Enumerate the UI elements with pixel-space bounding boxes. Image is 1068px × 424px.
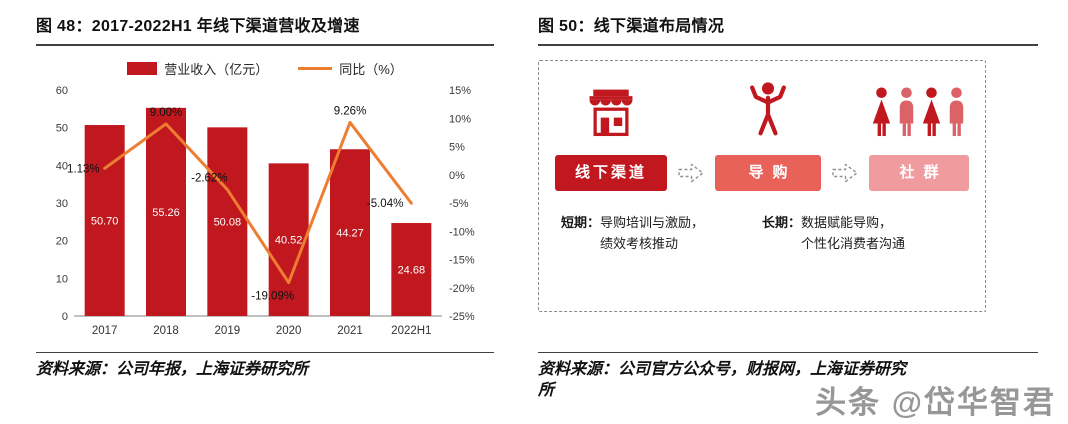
source-divider-left: [36, 352, 494, 353]
svg-text:2021: 2021: [337, 325, 363, 337]
arrow-icon: [678, 163, 704, 183]
svg-text:9.26%: 9.26%: [334, 105, 367, 117]
flow-box-offline-channel: 线下渠道: [555, 155, 667, 191]
svg-text:10%: 10%: [449, 113, 471, 125]
svg-text:-15%: -15%: [449, 255, 475, 267]
svg-text:44.27: 44.27: [336, 228, 364, 240]
legend-revenue-label: 营业收入（亿元）: [164, 61, 269, 77]
svg-text:2022H1: 2022H1: [391, 325, 431, 337]
person-icon: [750, 82, 786, 136]
group-icon: [872, 87, 964, 137]
short-term-line1: 导购培训与激励，: [600, 215, 705, 230]
svg-text:55.26: 55.26: [152, 207, 180, 219]
watermark: 头条 @岱华智君: [815, 385, 1056, 420]
svg-text:-5.04%: -5.04%: [367, 198, 403, 210]
person-icon-cell: [715, 79, 821, 139]
svg-text:2019: 2019: [215, 325, 241, 337]
svg-text:1.13%: 1.13%: [67, 163, 100, 175]
svg-text:30: 30: [56, 198, 68, 210]
svg-text:-5%: -5%: [449, 198, 469, 210]
arrow-cell: [830, 160, 860, 186]
svg-text:2017: 2017: [92, 325, 118, 337]
legend-item-revenue: 营业收入（亿元）: [127, 59, 268, 78]
figure-48-title: 图 48：2017-2022H1 年线下渠道营收及增速: [36, 10, 494, 46]
diagram-icons-row: [555, 77, 969, 139]
store-icon: [589, 89, 633, 137]
svg-text:24.68: 24.68: [398, 265, 426, 277]
source-divider-right: [538, 352, 1038, 353]
svg-text:40: 40: [56, 160, 68, 172]
short-term-line2: 绩效考核推动: [600, 235, 679, 251]
long-term-note: 长期：数据赋能导购， 个性化消费者沟通: [762, 213, 963, 255]
svg-text:-25%: -25%: [449, 311, 475, 323]
svg-text:50.08: 50.08: [214, 217, 242, 229]
diagram-notes-row: 短期：导购培训与激励， 绩效考核推动 长期：数据赋能导购， 个性化消费者沟通: [555, 213, 969, 255]
legend-line-swatch: [298, 66, 333, 70]
store-icon-cell: [555, 85, 667, 139]
svg-text:-20%: -20%: [449, 283, 475, 295]
flow-box-community: 社群: [869, 155, 969, 191]
svg-text:2020: 2020: [276, 325, 302, 337]
svg-text:0%: 0%: [449, 170, 465, 182]
long-term-prefix: 长期：: [762, 215, 802, 230]
long-term-line2: 个性化消费者沟通: [801, 235, 906, 251]
chart-legend: 营业收入（亿元） 同比（%）: [36, 59, 494, 78]
legend-yoy-label: 同比（%）: [339, 61, 403, 77]
svg-text:-19.09%: -19.09%: [251, 291, 294, 303]
svg-text:50: 50: [56, 123, 68, 135]
channel-diagram: 线下渠道 导购 社群 短期：导购培训与激励， 绩效考核推动: [538, 60, 986, 312]
figure-50-panel: 图 50：线下渠道布局情况: [538, 10, 1038, 424]
arrow-icon: [832, 163, 858, 183]
figure-48-panel: 图 48：2017-2022H1 年线下渠道营收及增速 营业收入（亿元） 同比（…: [36, 10, 494, 424]
short-term-note: 短期：导购培训与激励， 绩效考核推动: [561, 213, 762, 255]
svg-text:9.00%: 9.00%: [150, 107, 183, 119]
svg-text:15%: 15%: [449, 85, 471, 97]
svg-text:-2.62%: -2.62%: [191, 173, 227, 185]
svg-text:2018: 2018: [153, 325, 179, 337]
svg-text:50.70: 50.70: [91, 216, 119, 228]
figure-50-title: 图 50：线下渠道布局情况: [538, 10, 1038, 46]
legend-item-yoy: 同比（%）: [298, 59, 403, 78]
figure-48-source: 资料来源：公司年报，上海证券研究所: [36, 361, 309, 378]
svg-text:60: 60: [56, 85, 68, 97]
svg-text:-10%: -10%: [449, 226, 475, 238]
svg-text:20: 20: [56, 236, 68, 248]
svg-text:10: 10: [56, 273, 68, 285]
group-icon-cell: [869, 85, 969, 139]
combo-chart: 0 10 20 30 40 50 60 -25% -20% -15% -10% -5% 0% 5% 10% 1…: [56, 85, 475, 337]
flow-box-shopping-guide: 导购: [715, 155, 821, 191]
svg-text:0: 0: [62, 311, 68, 323]
diagram-boxes-row: 线下渠道 导购 社群: [555, 155, 969, 191]
arrow-cell: [676, 160, 706, 186]
long-term-line1: 数据赋能导购，: [801, 215, 893, 230]
svg-text:40.52: 40.52: [275, 235, 303, 247]
legend-bar-swatch: [127, 61, 158, 75]
svg-text:5%: 5%: [449, 142, 465, 154]
short-term-prefix: 短期：: [561, 215, 601, 230]
figure-50-source: 资料来源：公司官方公众号，财报网，上海证券研究所: [538, 361, 907, 399]
